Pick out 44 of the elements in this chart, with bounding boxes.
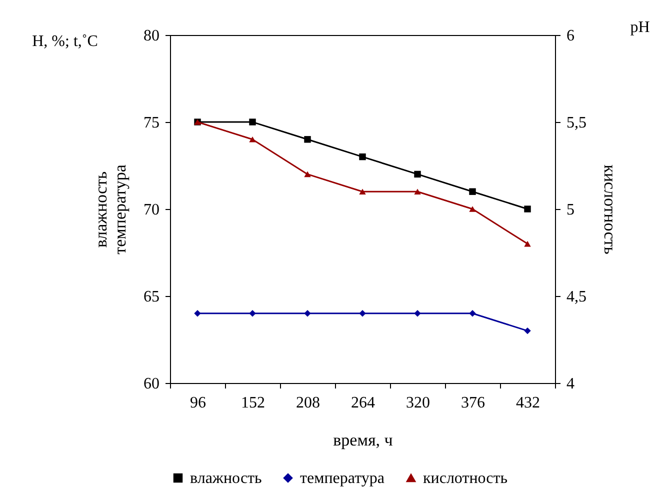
- y-tick-label: 80: [144, 28, 160, 44]
- y-tick-label: 70: [144, 202, 160, 218]
- point: [304, 171, 311, 178]
- point: [414, 170, 421, 178]
- point: [249, 118, 256, 126]
- y-tick-label: 65: [144, 288, 160, 306]
- text: pH: [630, 19, 650, 36]
- legend-label: температура: [300, 470, 384, 487]
- x-axis-title: время, ч: [333, 430, 394, 450]
- y-axis-title: влажность температура: [92, 164, 130, 254]
- point: [469, 206, 476, 212]
- x-tick-label: 152: [241, 394, 265, 412]
- y-tick-label: 60: [144, 376, 160, 392]
- x-tick-label: 432: [516, 394, 540, 412]
- text: H, %; t,˚C: [32, 33, 98, 50]
- point: [304, 136, 311, 143]
- y2-axis-title: кислотность: [600, 164, 620, 255]
- legend-label: кислотность: [423, 470, 508, 487]
- x-tick-label: 376: [461, 394, 485, 412]
- point: [249, 310, 256, 317]
- point: [359, 153, 366, 160]
- y2-tick-label: 5: [566, 202, 574, 218]
- point: [194, 310, 201, 317]
- point: [414, 310, 421, 317]
- point: [414, 188, 421, 195]
- point: [524, 206, 531, 212]
- legend-label: влажность: [190, 470, 262, 487]
- point: [469, 310, 476, 317]
- y2-tick-label: 6: [566, 28, 574, 44]
- x-tick-label: 96: [190, 394, 206, 412]
- point: [249, 136, 256, 142]
- point: [524, 327, 531, 334]
- point: [359, 188, 366, 195]
- y2-tick-label: 4,5: [566, 288, 586, 306]
- x-tick-label: 320: [406, 394, 430, 412]
- y2-tick-label: 4: [566, 376, 574, 392]
- point: [304, 310, 311, 317]
- point: [469, 188, 476, 195]
- point: [359, 310, 366, 317]
- y-tick-label: 75: [144, 114, 160, 132]
- y2-tick-label: 5,5: [566, 114, 586, 132]
- point: [524, 240, 531, 247]
- x-tick-label: 264: [351, 394, 375, 412]
- x-tick-label: 208: [296, 394, 320, 412]
